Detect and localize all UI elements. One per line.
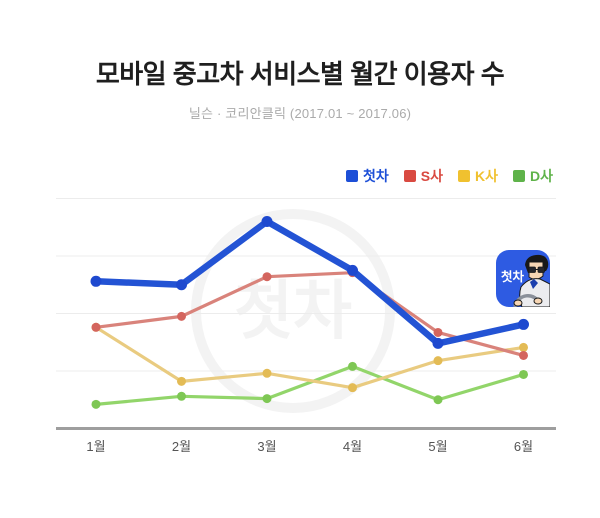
- series-point-s-sa-5: [433, 327, 443, 337]
- legend-swatch-cheotcha: [346, 170, 359, 182]
- series-point-s-sa-6: [519, 350, 528, 360]
- series-point-k-sa-3: [262, 368, 272, 378]
- series-line-s-sa: [94, 271, 526, 358]
- series-point-s-sa-2: [177, 311, 186, 321]
- watermark-text: 첫차: [234, 275, 352, 347]
- series-line-cheotcha: [92, 218, 527, 347]
- series-point-cheotcha-6: [518, 318, 529, 330]
- series-point-k-sa-4: [348, 383, 357, 393]
- app-icon-character-illustration: [513, 254, 550, 307]
- series-point-cheotcha-2: [176, 279, 187, 291]
- character-glasses-left: [528, 266, 536, 273]
- legend-label-d-sa: D사: [530, 168, 553, 184]
- series-point-s-sa-1: [91, 322, 101, 332]
- series-point-cheotcha-3: [261, 216, 273, 227]
- legend-label-k-sa: K사: [475, 168, 498, 184]
- x-axis-label: 3월: [257, 439, 276, 454]
- series-line-d-sa: [94, 364, 526, 406]
- character-glasses-right: [537, 266, 545, 273]
- legend-item-cheotcha: 첫차: [346, 166, 389, 186]
- series-point-d-sa-6: [519, 369, 528, 379]
- x-axis-label: 5월: [428, 439, 447, 454]
- cheotcha-app-icon: 첫차: [496, 250, 550, 307]
- character-hand-left: [513, 299, 523, 307]
- chart-title: 모바일 중고차 서비스별 월간 이용자 수: [95, 59, 505, 89]
- series-point-cheotcha-5: [432, 337, 444, 349]
- x-axis-label: 4월: [343, 439, 362, 454]
- legend-swatch-s-sa: [403, 170, 416, 182]
- legend-swatch-k-sa: [458, 170, 470, 182]
- series-point-d-sa-1: [91, 399, 101, 409]
- character-hand-right: [533, 297, 543, 305]
- legend-label-s-sa: S사: [420, 168, 443, 184]
- series-point-d-sa-3: [262, 394, 272, 404]
- legend-swatch-d-sa: [513, 170, 525, 182]
- series-point-s-sa-3: [262, 272, 272, 282]
- legend-item-d-sa: D사: [513, 166, 553, 186]
- x-axis-label: 6월: [514, 439, 533, 454]
- legend-label-cheotcha: 첫차: [363, 168, 389, 184]
- legend-item-k-sa: K사: [458, 166, 498, 186]
- character-tie: [530, 279, 538, 289]
- character-shirt: [519, 278, 550, 307]
- series-point-k-sa-5: [433, 356, 443, 366]
- series-line-k-sa: [94, 325, 526, 390]
- app-icon-badge-text: 첫차: [501, 269, 525, 284]
- chart-subtitle: 닐슨 · 코리안클릭 (2017.01 ~ 2017.06): [188, 106, 412, 121]
- series-point-k-sa-2: [177, 376, 186, 386]
- series-point-d-sa-4: [348, 361, 357, 371]
- series-point-d-sa-5: [433, 395, 443, 405]
- series-point-d-sa-2: [177, 391, 186, 401]
- series-point-k-sa-6: [519, 342, 528, 352]
- legend: 첫차 S사 K사 D사: [346, 166, 553, 186]
- series-point-cheotcha-4: [347, 264, 358, 276]
- x-axis-label: 2월: [172, 439, 191, 454]
- x-axis-label: 1월: [86, 439, 105, 454]
- legend-item-s-sa: S사: [403, 166, 443, 186]
- series-point-cheotcha-1: [90, 275, 102, 287]
